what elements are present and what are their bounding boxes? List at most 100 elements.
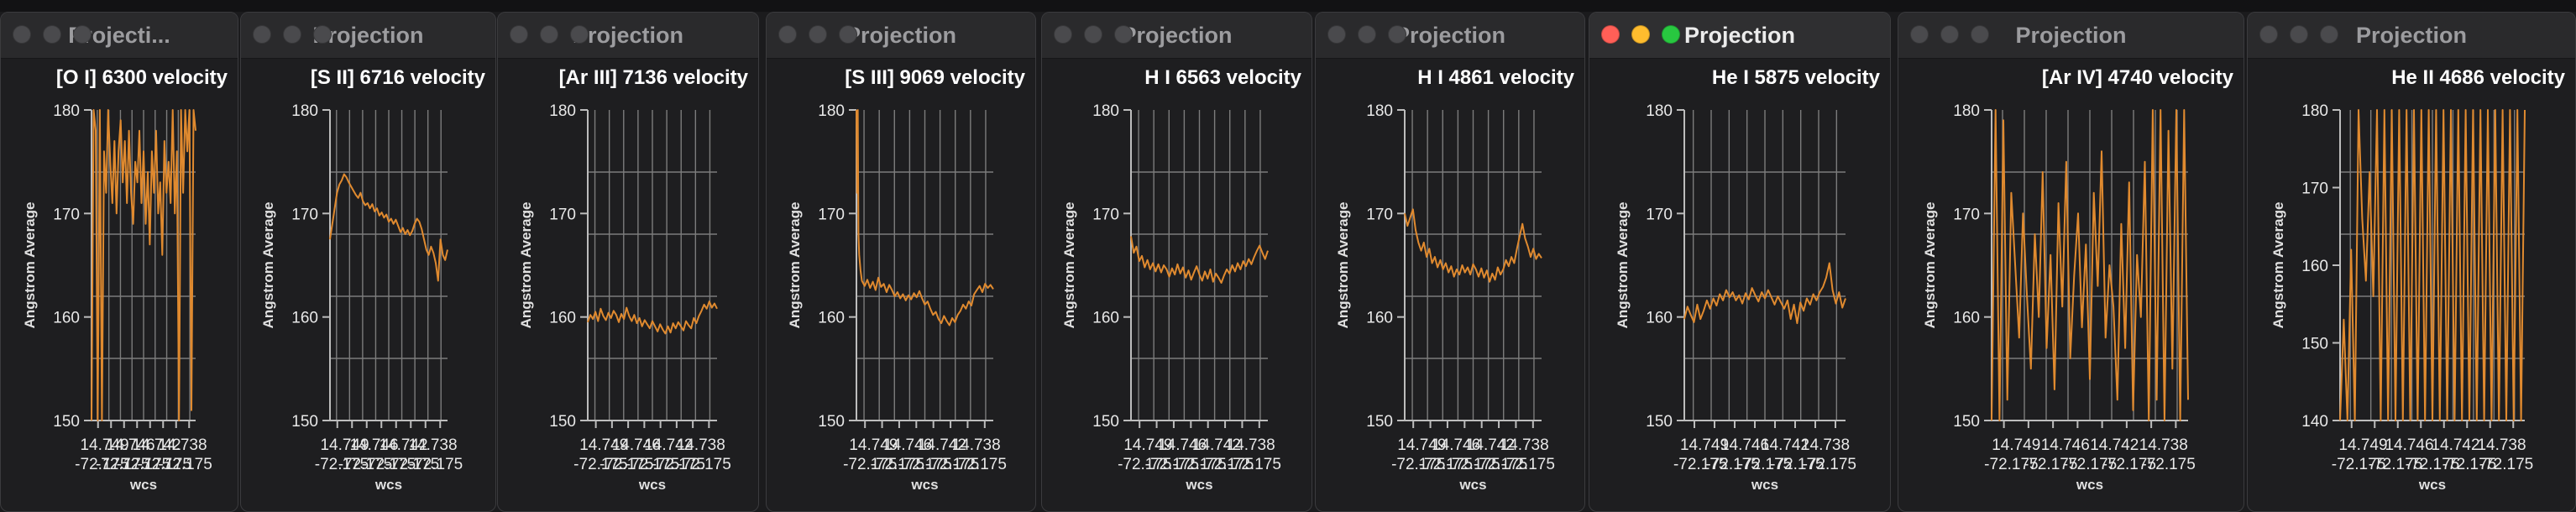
- window-controls: [1910, 25, 2001, 45]
- close-window-button[interactable]: [1601, 25, 1620, 44]
- window-titlebar[interactable]: Projection: [2248, 13, 2575, 59]
- window-titlebar[interactable]: Projection: [1898, 13, 2244, 59]
- y-tick-label: 170: [549, 206, 576, 223]
- projection-window[interactable]: Projection [Ar IV] 4740 velocity 150 160 170…: [1898, 12, 2244, 512]
- close-window-button[interactable]: [510, 25, 528, 44]
- minimize-window-button[interactable]: [540, 25, 558, 44]
- close-window-button[interactable]: [253, 25, 271, 44]
- y-tick-label: 170: [53, 206, 80, 223]
- projection-window[interactable]: Projection [Ar III] 7136 velocity 150 160 17…: [497, 12, 759, 512]
- x-tick-label: -72.175: [599, 456, 653, 473]
- minimize-window-button[interactable]: [1084, 25, 1102, 44]
- x-tick-label: -72.175: [871, 456, 924, 473]
- projection-window[interactable]: Projection [S III] 9069 velocity 150 160 170…: [766, 12, 1036, 512]
- close-window-button[interactable]: [1910, 25, 1929, 44]
- window-controls: [510, 25, 600, 45]
- x-tick-label: -72.175: [409, 456, 463, 473]
- y-tick-label: 160: [1092, 310, 1119, 327]
- window-title: Projection: [845, 23, 957, 48]
- x-tick-label: -72.175: [2479, 456, 2533, 473]
- x-tick-label: 14.746: [883, 436, 932, 454]
- minimize-window-button[interactable]: [1631, 25, 1650, 44]
- x-tick-label: -72.175: [1673, 456, 1727, 473]
- series-line: [2339, 109, 2526, 421]
- y-tick-label: 160: [1646, 310, 1673, 327]
- minimize-window-button[interactable]: [809, 25, 827, 44]
- y-tick-label: 170: [2301, 180, 2328, 198]
- y-axis-label: Angstrom Average: [1061, 202, 1077, 329]
- x-tick-label: -72.175: [1145, 456, 1199, 473]
- x-tick-label: 14.749: [2338, 436, 2387, 454]
- x-tick-label: 14.738: [1227, 436, 1275, 454]
- y-tick-label: 160: [291, 310, 318, 327]
- x-tick-label: 14.742: [644, 436, 693, 454]
- window-titlebar[interactable]: Projection: [241, 13, 495, 59]
- close-window-button[interactable]: [778, 25, 797, 44]
- zoom-window-button[interactable]: [570, 25, 589, 44]
- series-line: [1130, 236, 1269, 284]
- x-tick-label: -72.175: [2332, 456, 2385, 473]
- projection-window[interactable]: Projection [S II] 6716 velocity 150 160 170 1…: [240, 12, 496, 512]
- chart-title: He I 5875 velocity: [1712, 66, 1881, 89]
- y-tick-label: 170: [818, 206, 845, 223]
- x-tick-label: 14.746: [1720, 436, 1769, 454]
- x-axis-label: wcs: [1751, 477, 1778, 493]
- close-window-button[interactable]: [1327, 25, 1346, 44]
- projection-window[interactable]: Projecti... [O I] 6300 velocity 150 160 170 1…: [0, 12, 238, 512]
- window-titlebar[interactable]: Projecti...: [1, 13, 238, 59]
- series-line: [1683, 262, 1846, 325]
- chart-title: H I 4861 velocity: [1417, 66, 1574, 89]
- close-window-button[interactable]: [2259, 25, 2278, 44]
- x-tick-label: 14.749: [80, 436, 128, 454]
- x-tick-label: -72.175: [1391, 456, 1445, 473]
- projection-window[interactable]: Projection H I 6563 velocity 150 160 170 180 1…: [1041, 12, 1312, 512]
- minimize-window-button[interactable]: [1940, 25, 1959, 44]
- x-tick-label: -72.175: [2102, 456, 2156, 473]
- projection-window[interactable]: Projection H I 4861 velocity 150 160 170 180 1…: [1315, 12, 1585, 512]
- y-tick-label: 170: [1366, 206, 1393, 223]
- y-tick-label: 150: [2301, 336, 2328, 353]
- x-axis-label: wcs: [1458, 477, 1486, 493]
- x-axis-label: wcs: [638, 477, 666, 493]
- close-window-button[interactable]: [13, 25, 31, 44]
- minimize-window-button[interactable]: [283, 25, 301, 44]
- window-titlebar[interactable]: Projection: [1316, 13, 1584, 59]
- x-tick-label: 14.742: [2090, 436, 2139, 454]
- line-chart: He II 4686 velocity 140 150 160 170 180 14.749…: [2270, 66, 2566, 493]
- minimize-window-button[interactable]: [1358, 25, 1376, 44]
- x-tick-label: -72.175: [1705, 456, 1759, 473]
- window-controls: [13, 25, 103, 45]
- chart-title: [S II] 6716 velocity: [311, 66, 486, 89]
- zoom-window-button[interactable]: [1114, 25, 1133, 44]
- x-tick-label: 14.749: [849, 436, 898, 454]
- y-tick-label: 180: [53, 102, 80, 120]
- chart-title: [Ar IV] 4740 velocity: [2042, 66, 2234, 89]
- window-titlebar[interactable]: Projection: [767, 13, 1035, 59]
- projection-window[interactable]: Projection He II 4686 velocity 140 150 160 17…: [2247, 12, 2576, 512]
- projection-window[interactable]: Projection He I 5875 velocity 150 160 170 180…: [1589, 12, 1891, 512]
- x-tick-label: 14.749: [320, 436, 369, 454]
- zoom-window-button[interactable]: [1662, 25, 1680, 44]
- y-tick-label: 180: [291, 102, 318, 120]
- zoom-window-button[interactable]: [313, 25, 332, 44]
- window-titlebar[interactable]: Projection: [1589, 13, 1890, 59]
- x-tick-label: 14.742: [2431, 436, 2479, 454]
- zoom-window-button[interactable]: [2320, 25, 2338, 44]
- x-tick-label: -72.175: [898, 456, 951, 473]
- window-titlebar[interactable]: Projection: [1042, 13, 1312, 59]
- zoom-window-button[interactable]: [1388, 25, 1406, 44]
- y-tick-label: 150: [1366, 413, 1393, 431]
- close-window-button[interactable]: [1054, 25, 1072, 44]
- window-titlebar[interactable]: Projection: [498, 13, 758, 59]
- minimize-window-button[interactable]: [43, 25, 61, 44]
- x-tick-label: 14.749: [1680, 436, 1729, 454]
- y-axis-label: Angstrom Average: [1335, 202, 1351, 329]
- zoom-window-button[interactable]: [839, 25, 857, 44]
- window-controls: [253, 25, 343, 45]
- y-tick-label: 160: [2301, 258, 2328, 275]
- minimize-window-button[interactable]: [2290, 25, 2308, 44]
- x-axis-label: wcs: [129, 477, 157, 493]
- x-axis-label: wcs: [374, 477, 402, 493]
- zoom-window-button[interactable]: [73, 25, 92, 44]
- zoom-window-button[interactable]: [1971, 25, 1989, 44]
